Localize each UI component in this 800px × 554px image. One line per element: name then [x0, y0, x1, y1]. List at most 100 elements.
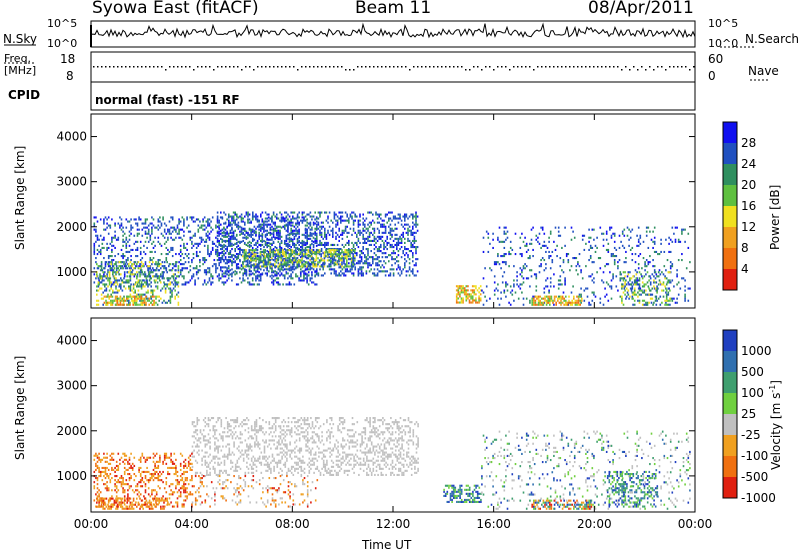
power-cell [599, 301, 602, 304]
power-cell [376, 235, 379, 238]
power-cell [645, 283, 647, 286]
power-cell [287, 218, 289, 221]
power-cell [223, 211, 225, 214]
power-cell [215, 271, 217, 274]
power-cell [151, 242, 153, 245]
velocity-cell [226, 423, 229, 426]
power-cell [255, 227, 257, 230]
power-cell [508, 265, 510, 268]
power-cell [657, 253, 659, 256]
power-cell [416, 229, 419, 232]
power-cell [343, 272, 345, 275]
power-cell [324, 235, 326, 238]
power-cell [317, 221, 320, 224]
power-cell [148, 297, 150, 300]
power-cell [497, 283, 499, 286]
power-cell [637, 255, 640, 258]
power-cell [295, 229, 297, 232]
power-cell [588, 259, 590, 262]
freq-dot [517, 66, 519, 68]
velocity-cell [204, 417, 207, 420]
power-cell [376, 221, 379, 224]
power-cell [319, 243, 321, 246]
velocity-cell [204, 451, 207, 454]
power-cell [350, 257, 353, 260]
power-cell [181, 216, 184, 219]
power-cell [263, 239, 265, 242]
power-cell [118, 297, 120, 300]
power-cell [163, 285, 165, 288]
power-cell [389, 254, 392, 257]
power-cell [384, 262, 387, 265]
power-cell [216, 234, 219, 237]
power-cell [234, 237, 236, 240]
power-cell [312, 251, 314, 254]
power-cell [148, 267, 151, 270]
freq-dot [561, 66, 563, 68]
power-cell [394, 223, 396, 226]
power-cell [649, 230, 651, 233]
power-cell [397, 243, 400, 246]
power-cell [287, 272, 289, 275]
power-cell [261, 232, 264, 235]
freq-dot [693, 66, 695, 68]
velocity-cell [214, 449, 216, 452]
power-cell [255, 213, 257, 216]
power-cell [537, 299, 540, 302]
power-cell [303, 233, 305, 236]
power-cell [330, 255, 332, 258]
power-cell [362, 233, 364, 236]
power-cell [136, 240, 139, 243]
power-cell [482, 250, 485, 253]
power-cell [309, 223, 312, 226]
power-cell [207, 250, 209, 253]
power-cell [291, 249, 294, 252]
power-cell [211, 265, 214, 268]
power-cell [191, 259, 193, 262]
power-cell [654, 295, 657, 298]
power-cell [410, 213, 412, 216]
power-cell [236, 225, 238, 228]
power-cell [184, 261, 187, 264]
velocity-cell [215, 447, 218, 450]
power-cell [125, 236, 128, 239]
power-cell [317, 272, 320, 275]
power-cell [173, 226, 176, 229]
velocity-cell [194, 471, 197, 474]
power-cell [118, 269, 120, 272]
power-cell [121, 289, 124, 292]
power-cell [610, 234, 613, 237]
power-cell [333, 249, 335, 252]
power-cell [163, 265, 165, 268]
power-cell [113, 263, 116, 266]
power-cell [264, 257, 266, 260]
power-cell [641, 299, 644, 302]
power-cell [135, 255, 137, 258]
power-cell [122, 238, 124, 241]
power-cell [306, 235, 308, 238]
power-cell [171, 255, 174, 258]
power-cell [344, 255, 346, 258]
power-cell [394, 243, 396, 246]
power-cell [103, 236, 105, 239]
power-cell [334, 249, 337, 252]
power-cell [383, 243, 385, 246]
power-cell [509, 246, 512, 249]
velocity-cell [215, 437, 218, 440]
power-cell [191, 242, 193, 245]
power-cell [272, 283, 275, 286]
power-cell [312, 281, 315, 284]
velocity-cell [199, 441, 202, 444]
power-cell [338, 235, 340, 238]
power-cell [532, 248, 534, 251]
power-cell [360, 250, 363, 253]
power-cell [638, 293, 641, 296]
power-cell [378, 248, 380, 251]
power-cell [115, 287, 117, 290]
power-cell [96, 263, 98, 266]
power-cell [216, 225, 219, 228]
power-cell [166, 285, 168, 288]
power-cell [331, 253, 334, 256]
power-cell [549, 255, 552, 258]
power-cell [319, 213, 321, 216]
